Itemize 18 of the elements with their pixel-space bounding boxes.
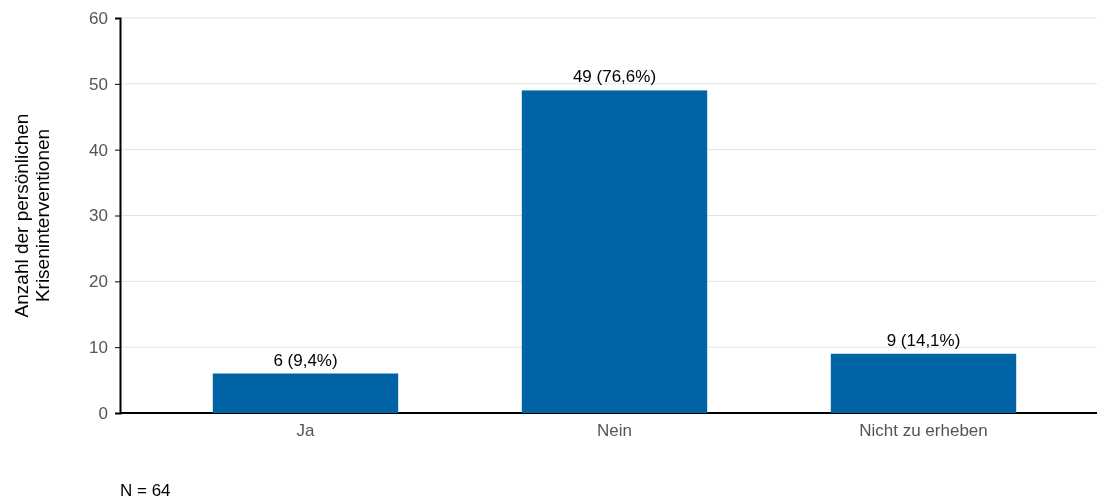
y-tick-label: 30 [89,206,108,226]
y-tick-label: 50 [89,74,108,94]
bar [830,353,1017,413]
bar [212,373,399,413]
y-tick-label: 40 [89,140,108,160]
y-axis-title: Anzahl der persönlichen Kriseninterventionen [11,113,53,318]
y-tick-label: 10 [89,338,108,358]
data-label: 6 (9,4%) [273,350,338,370]
text: N = 64 [120,481,171,499]
data-label: 9 (14,1%) [886,330,961,350]
data-label: 49 (76,6%) [572,67,657,87]
x-tick-label: Ja [296,421,316,441]
x-tick-label: Nein [597,421,632,441]
y-tick-label: 20 [89,272,108,292]
y-tick-label: 60 [89,8,108,28]
x-tick-label: Nicht zu erheben [859,421,988,441]
y-tick-label: 0 [98,403,108,423]
bar [521,90,708,413]
